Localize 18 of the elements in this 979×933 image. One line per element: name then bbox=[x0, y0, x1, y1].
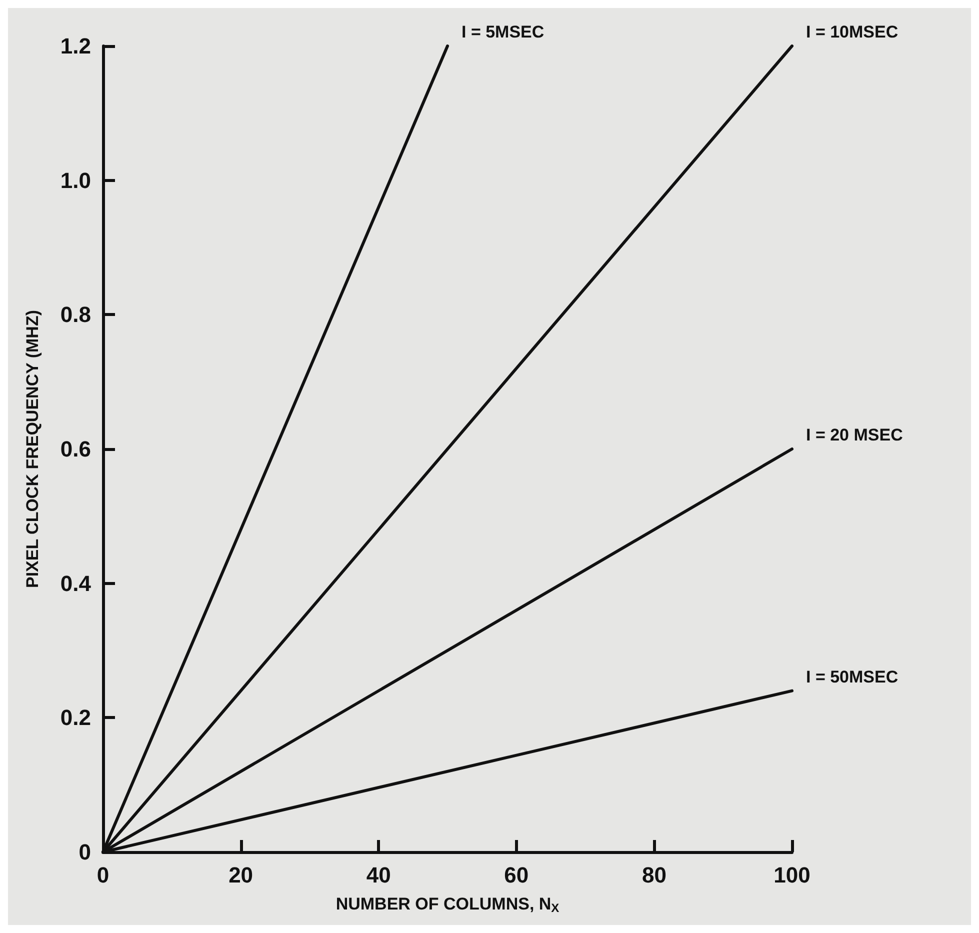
y-tick-label: 0.8 bbox=[60, 302, 91, 328]
y-tick-label: 0.2 bbox=[60, 705, 91, 730]
x-tick-label: 80 bbox=[642, 862, 666, 888]
series-label: I = 50MSEC bbox=[806, 667, 898, 686]
y-tick-label: 0.4 bbox=[60, 570, 92, 596]
series-label: I = 10MSEC bbox=[806, 22, 898, 42]
series-label: I = 5MSEC bbox=[462, 22, 544, 42]
y-tick-label: 1.0 bbox=[60, 168, 91, 193]
y-tick-label: 1.2 bbox=[60, 34, 91, 58]
series-label: I = 20 MSEC bbox=[806, 426, 903, 444]
x-tick-label: 40 bbox=[366, 862, 391, 888]
x-tick-label: 60 bbox=[504, 862, 529, 888]
y-tick-label: 0 bbox=[78, 840, 91, 864]
x-tick-label: 20 bbox=[228, 862, 254, 888]
y-axis-title: PIXEL CLOCK FREQUENCY (MHZ) bbox=[23, 310, 42, 588]
x-tick-label: 0 bbox=[96, 862, 110, 888]
y-tick-label: 0.6 bbox=[60, 436, 91, 462]
x-tick-label: 100 bbox=[774, 862, 810, 888]
